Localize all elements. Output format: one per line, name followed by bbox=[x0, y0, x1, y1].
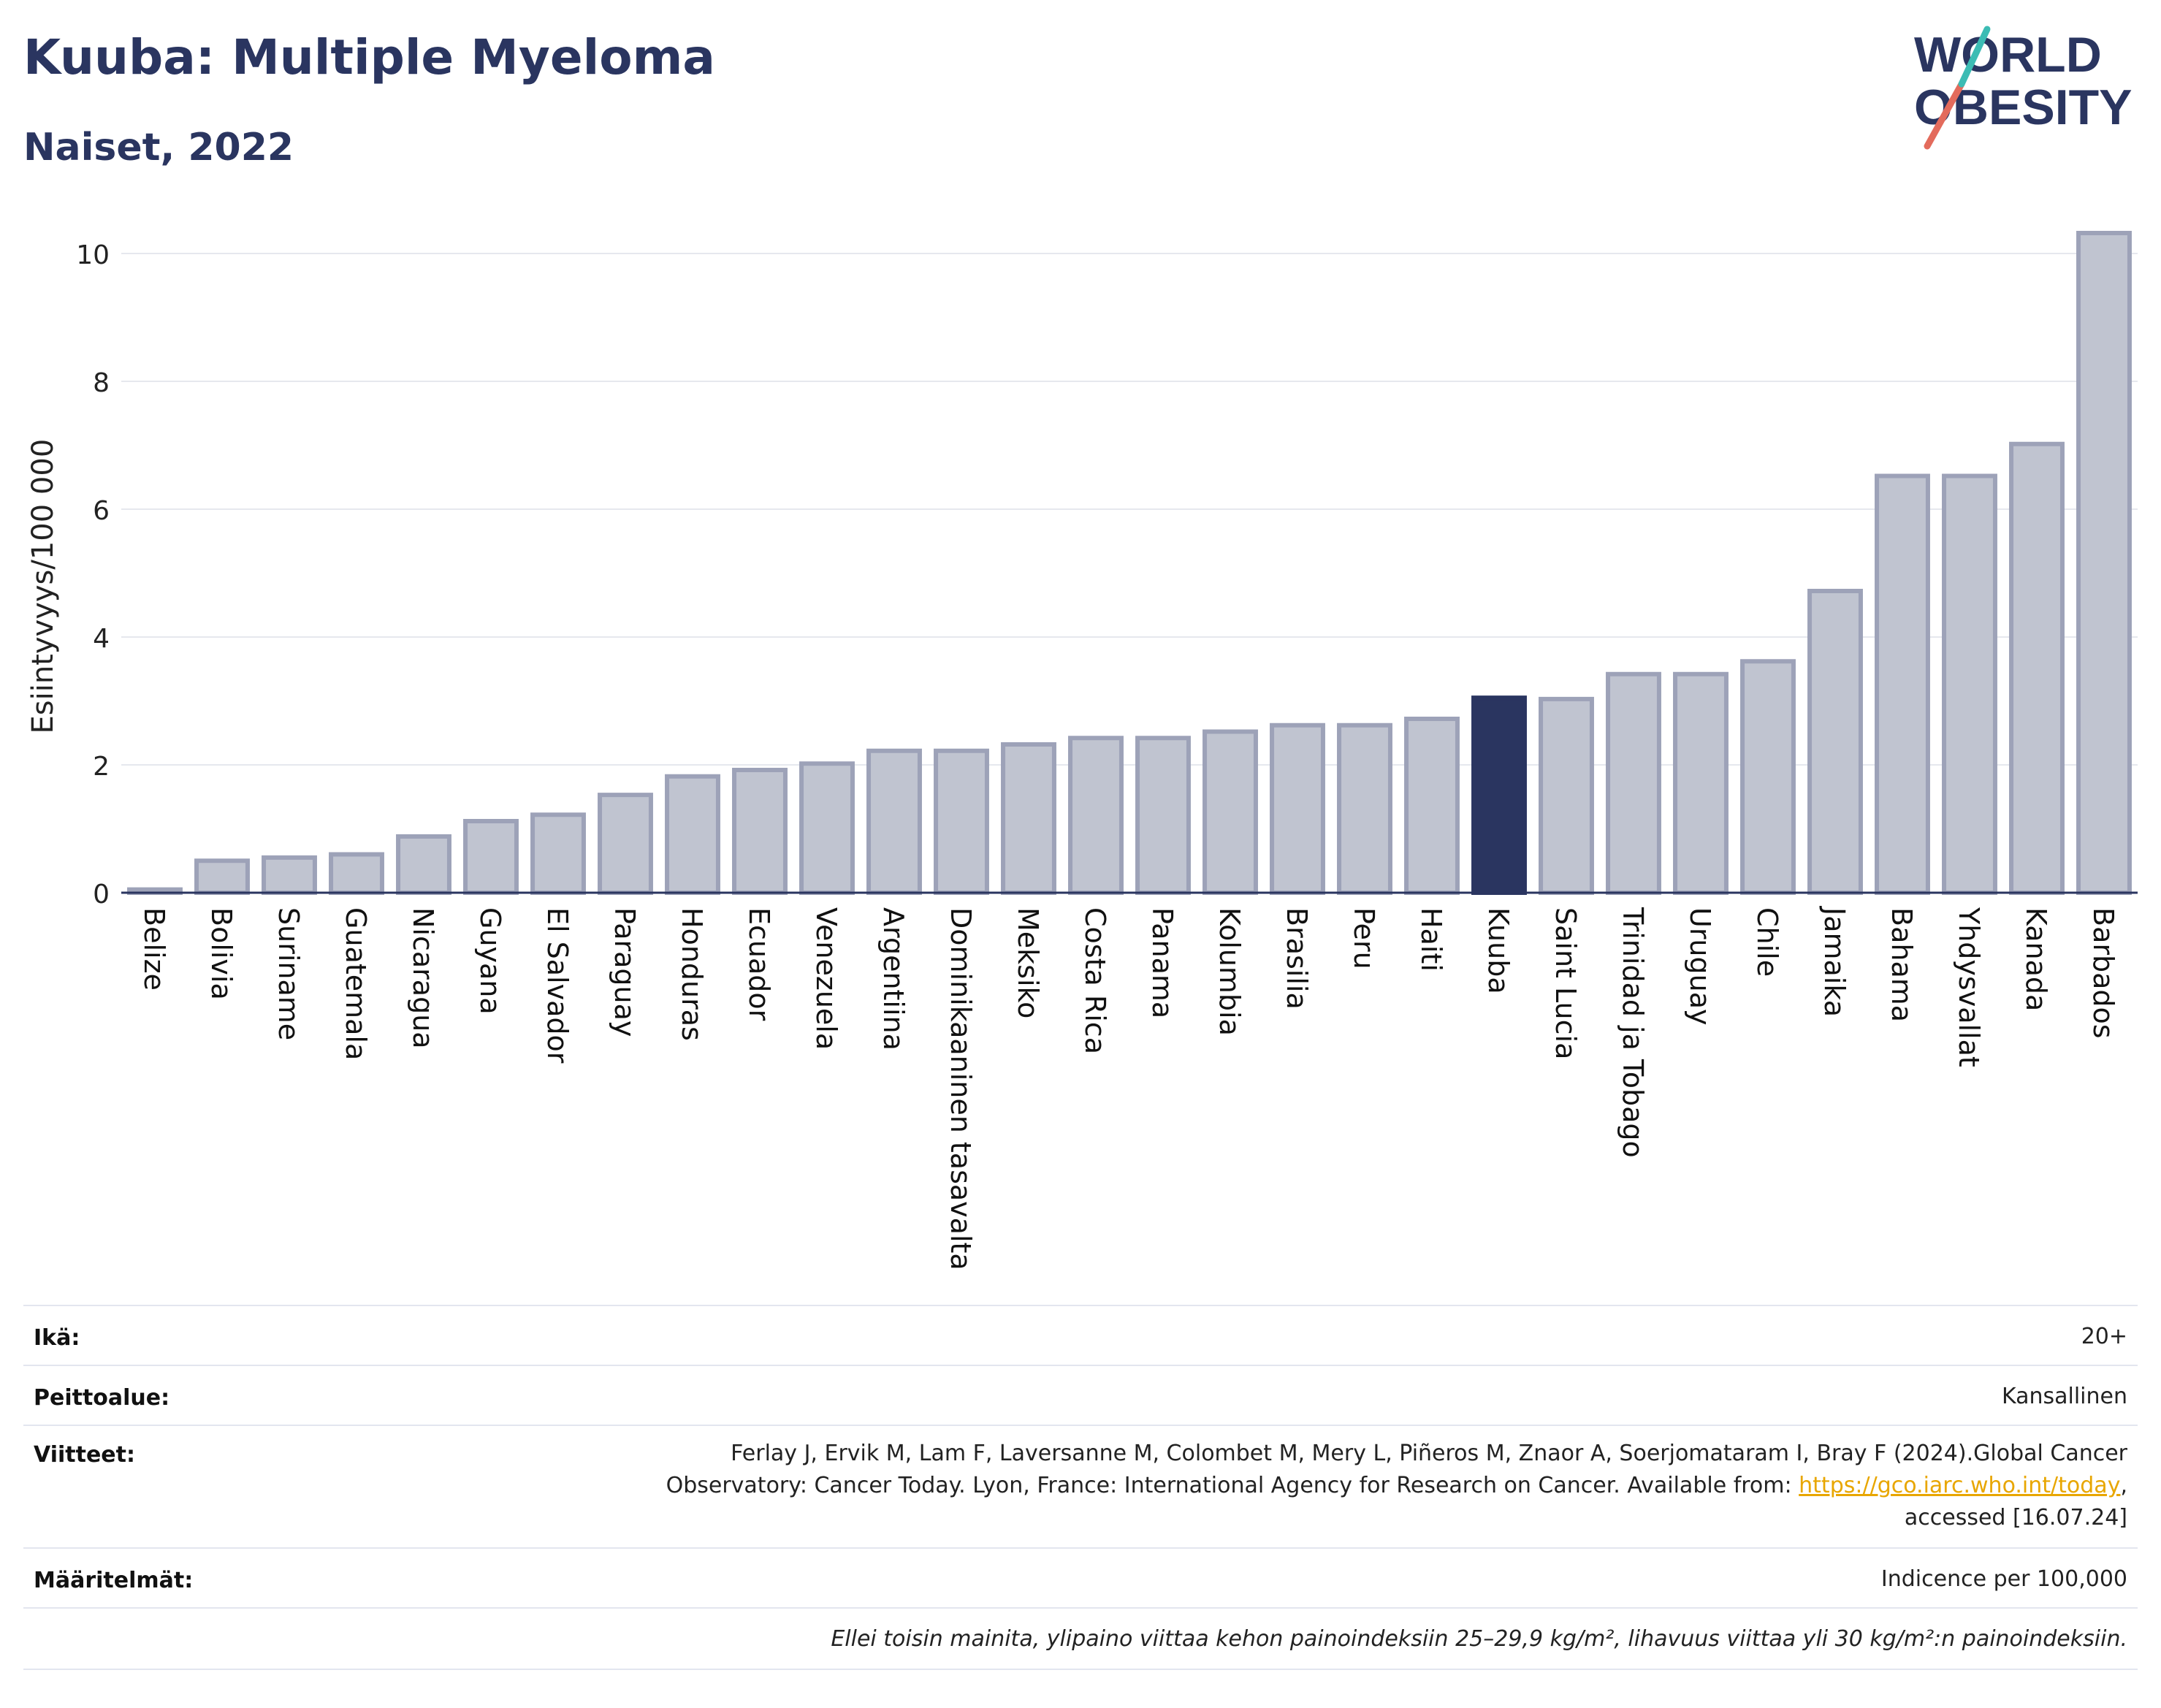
x-tick-label: Barbados bbox=[2087, 907, 2119, 1039]
coverage-label: Peittoalue: bbox=[34, 1385, 170, 1411]
x-tick-label: Argentiina bbox=[877, 907, 910, 1051]
x-tick-label: Belize bbox=[138, 907, 170, 991]
bar-saint-lucia bbox=[1539, 696, 1594, 895]
x-tick-label: Uruguay bbox=[1684, 907, 1716, 1026]
bar-kuuba bbox=[1471, 695, 1527, 895]
x-tick-label: Kolumbia bbox=[1213, 907, 1246, 1036]
references-line3: accessed [16.07.24] bbox=[1904, 1505, 2127, 1530]
bar-ecuador bbox=[732, 768, 788, 895]
definitions-value: Indicence per 100,000 bbox=[1880, 1566, 2127, 1592]
references-label: Viitteet: bbox=[34, 1442, 135, 1468]
x-tick-label: Bolivia bbox=[205, 907, 237, 1000]
bar-trinidad-ja-tobago bbox=[1606, 671, 1661, 895]
references-line1: Ferlay J, Ervik M, Lam F, Laversanne M, … bbox=[731, 1441, 2127, 1466]
bar-nicaragua bbox=[396, 834, 451, 895]
world-obesity-logo: WORLD OBESITY bbox=[1914, 26, 2133, 150]
footnote: Ellei toisin mainita, ylipaino viittaa k… bbox=[831, 1626, 2127, 1652]
page-subtitle: Naiset, 2022 bbox=[23, 126, 294, 169]
y-tick-label: 4 bbox=[93, 624, 110, 654]
bar-chart: 0 2 4 6 8 10 Belize Bolivia Suriname Guatemala Ni… bbox=[26, 231, 2138, 1270]
x-tick-label: Panama bbox=[1146, 907, 1178, 1018]
bar-peru bbox=[1337, 723, 1392, 895]
bar-panama bbox=[1135, 736, 1191, 895]
bar-kanada bbox=[2009, 441, 2065, 895]
info-row-age: Ikä: 20+ bbox=[23, 1305, 2138, 1366]
x-tick-label: Suriname bbox=[272, 907, 305, 1040]
bar-yhdysvallat bbox=[1942, 473, 1997, 895]
bar-honduras bbox=[665, 774, 720, 895]
bar-kolumbia bbox=[1203, 729, 1258, 895]
coverage-value: Kansallinen bbox=[2001, 1384, 2127, 1409]
info-row-definitions: Määritelmät: Indicence per 100,000 bbox=[23, 1547, 2138, 1609]
x-tick-label: Venezuela bbox=[810, 907, 842, 1050]
age-value: 20+ bbox=[2081, 1324, 2127, 1349]
x-tick-label: Paraguay bbox=[609, 907, 641, 1037]
bar-el-salvador bbox=[530, 812, 586, 895]
x-tick-label: El Salvador bbox=[541, 907, 573, 1064]
bar-guyana bbox=[463, 819, 519, 895]
y-tick-label: 2 bbox=[93, 752, 110, 782]
y-axis-ticks: 0 2 4 6 8 10 bbox=[76, 240, 110, 910]
x-tick-label: Kanada bbox=[2020, 907, 2052, 1011]
references-value: Ferlay J, Ervik M, Lam F, Laversanne M, … bbox=[666, 1438, 2127, 1534]
bar-dominikaaninen-tasavalta bbox=[934, 748, 989, 895]
bar-paraguay bbox=[598, 793, 653, 895]
logo-line1: WORLD bbox=[1914, 27, 2102, 83]
bar-uruguay bbox=[1673, 671, 1729, 895]
bar-bahama bbox=[1875, 473, 1930, 895]
x-tick-label: Haiti bbox=[1415, 907, 1447, 972]
bar-guatemala bbox=[329, 852, 384, 895]
info-row-coverage: Peittoalue: Kansallinen bbox=[23, 1365, 2138, 1426]
bar-chile bbox=[1740, 659, 1796, 895]
bar-jamaika bbox=[1807, 589, 1863, 895]
bar-bolivia bbox=[194, 858, 250, 895]
x-tick-label: Chile bbox=[1751, 907, 1783, 977]
x-tick-label: Nicaragua bbox=[407, 907, 439, 1049]
references-link[interactable]: https://gco.iarc.who.int/today bbox=[1799, 1473, 2121, 1498]
x-tick-label: Trinidad ja Tobago bbox=[1617, 907, 1649, 1158]
x-tick-label: Brasilia bbox=[1281, 907, 1313, 1010]
y-tick-label: 0 bbox=[93, 880, 110, 910]
age-label: Ikä: bbox=[34, 1325, 80, 1351]
bar-suriname bbox=[262, 855, 317, 895]
references-line2: Observatory: Cancer Today. Lyon, France:… bbox=[666, 1473, 2127, 1498]
x-tick-label: Yhdysvallat bbox=[1953, 907, 1985, 1067]
x-tick-label: Meksiko bbox=[1012, 907, 1044, 1018]
x-tick-label: Guyana bbox=[474, 907, 506, 1015]
x-tick-label: Dominikaaninen tasavalta bbox=[945, 907, 977, 1270]
definitions-label: Määritelmät: bbox=[34, 1568, 194, 1593]
bar-argentiina bbox=[866, 748, 922, 895]
x-tick-label: Costa Rica bbox=[1079, 907, 1111, 1054]
y-axis-label: Esiintyvyys/100 000 bbox=[26, 439, 60, 734]
bar-venezuela bbox=[799, 761, 855, 895]
bar-meksiko bbox=[1001, 742, 1056, 895]
x-tick-label: Honduras bbox=[676, 907, 708, 1041]
x-tick-label: Kuuba bbox=[1482, 907, 1514, 994]
bar-haiti bbox=[1404, 717, 1460, 895]
grid-lines bbox=[121, 253, 2138, 766]
y-tick-label: 6 bbox=[93, 496, 110, 526]
page-title: Kuuba: Multiple Myeloma bbox=[23, 29, 715, 85]
x-tick-label: Bahama bbox=[1886, 907, 1918, 1022]
info-table: Ikä: 20+ Peittoalue: Kansallinen Viittee… bbox=[23, 1305, 2138, 1670]
bar-barbados bbox=[2076, 231, 2132, 895]
info-row-references: Viitteet: Ferlay J, Ervik M, Lam F, Lave… bbox=[23, 1425, 2138, 1549]
x-tick-label: Ecuador bbox=[743, 907, 775, 1021]
bars bbox=[127, 231, 2132, 895]
y-tick-label: 8 bbox=[93, 368, 110, 398]
bar-brasilia bbox=[1270, 723, 1325, 895]
bar-costa-rica bbox=[1068, 736, 1124, 895]
x-tick-label: Saint Lucia bbox=[1550, 907, 1582, 1059]
info-row-note: Ellei toisin mainita, ylipaino viittaa k… bbox=[23, 1607, 2138, 1670]
x-tick-label: Jamaika bbox=[1818, 906, 1851, 1017]
x-tick-label: Peru bbox=[1348, 907, 1380, 969]
x-axis-labels: Belize Bolivia Suriname Guatemala Nicaragua G… bbox=[138, 906, 2119, 1270]
y-tick-label: 10 bbox=[76, 240, 110, 270]
x-tick-label: Guatemala bbox=[340, 907, 372, 1060]
